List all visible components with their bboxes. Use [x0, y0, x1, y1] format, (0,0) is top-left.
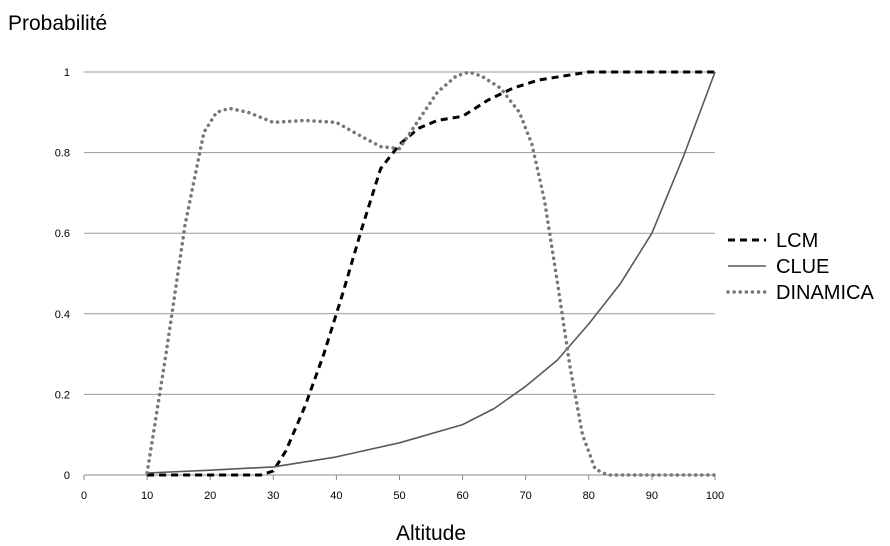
- series-line-clue: [147, 71, 716, 474]
- x-tick-label: 60: [456, 490, 468, 502]
- x-tick-label: 50: [393, 490, 405, 502]
- gridlines: [84, 71, 715, 395]
- legend-label-dinamica: DINAMICA: [776, 282, 874, 304]
- y-axis-title: Probabilité: [8, 12, 108, 35]
- legend-label-lcm: LCM: [776, 230, 818, 252]
- x-tick-label: 80: [583, 490, 595, 502]
- x-tick-label: 30: [267, 490, 279, 502]
- x-tick-labels: 0 10 20 30 40 50 60 70 80 90 100: [81, 490, 724, 502]
- y-tick-label: 1: [64, 67, 70, 79]
- axes: [83, 474, 716, 480]
- x-tick-label: 10: [141, 490, 153, 502]
- series-line-dinamica: [145, 70, 717, 477]
- y-tick-label: 0.2: [55, 389, 70, 401]
- y-tick-label: 0.6: [55, 228, 70, 240]
- series-line-lcm: [147, 70, 715, 477]
- x-tick-label: 20: [204, 490, 216, 502]
- x-tick-label: 0: [81, 490, 87, 502]
- x-tick-label: 100: [706, 490, 724, 502]
- x-axis-title: Altitude: [396, 522, 467, 545]
- legend-label-clue: CLUE: [776, 256, 829, 278]
- y-tick-label: 0: [64, 470, 70, 482]
- legend: LCM CLUE DINAMICA: [726, 230, 874, 304]
- x-tick-label: 90: [646, 490, 658, 502]
- y-tick-label: 0.4: [55, 309, 70, 321]
- series-lines: [145, 70, 717, 477]
- x-tick-label: 40: [330, 490, 342, 502]
- y-tick-label: 0.8: [55, 148, 70, 160]
- x-tick-label: 70: [520, 490, 532, 502]
- y-tick-labels: 0 0.2 0.4 0.6 0.8 1: [55, 67, 70, 482]
